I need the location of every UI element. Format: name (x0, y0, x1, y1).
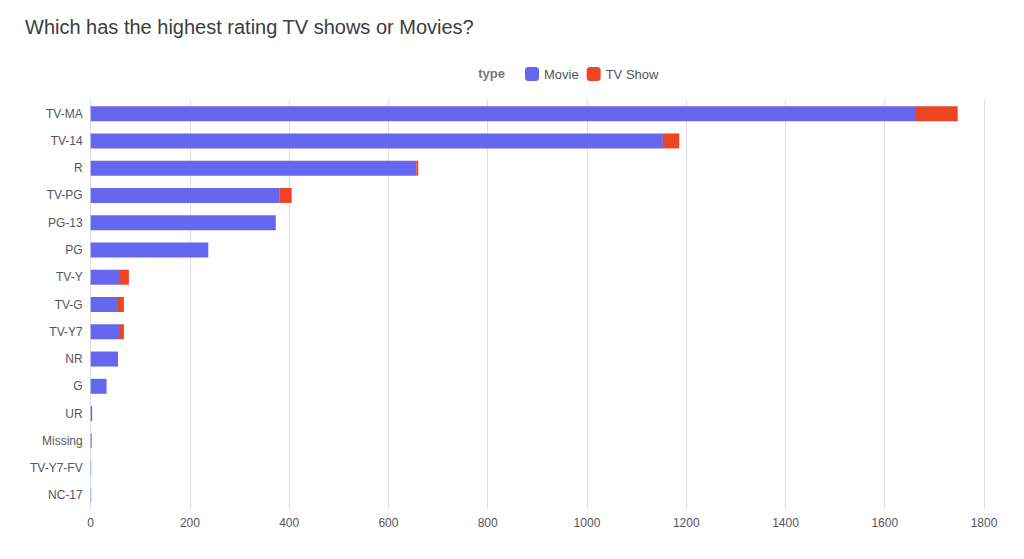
svg-text:NR: NR (65, 352, 83, 366)
svg-text:TV-14: TV-14 (51, 134, 83, 148)
svg-text:TV-PG: TV-PG (47, 188, 83, 202)
svg-text:Which has the highest rating T: Which has the highest rating TV shows or… (25, 16, 474, 38)
svg-text:1200: 1200 (673, 516, 700, 530)
svg-text:200: 200 (180, 516, 200, 530)
svg-text:Missing: Missing (42, 434, 83, 448)
svg-text:800: 800 (478, 516, 498, 530)
svg-text:TV Show: TV Show (606, 67, 659, 82)
svg-text:Movie: Movie (544, 67, 579, 82)
svg-text:TV-Y7: TV-Y7 (49, 325, 83, 339)
svg-text:TV-Y7-FV: TV-Y7-FV (30, 461, 83, 475)
svg-text:NC-17: NC-17 (48, 488, 83, 502)
svg-text:600: 600 (378, 516, 398, 530)
svg-text:PG-13: PG-13 (48, 216, 83, 230)
svg-text:400: 400 (279, 516, 299, 530)
svg-text:1600: 1600 (871, 516, 898, 530)
svg-text:G: G (73, 379, 82, 393)
svg-text:1800: 1800 (971, 516, 998, 530)
svg-text:TV-Y: TV-Y (56, 270, 83, 284)
svg-text:1400: 1400 (772, 516, 799, 530)
svg-text:TV-G: TV-G (55, 298, 83, 312)
svg-text:UR: UR (65, 407, 83, 421)
svg-text:type: type (478, 66, 505, 81)
svg-text:PG: PG (65, 243, 82, 257)
svg-text:R: R (74, 161, 83, 175)
svg-text:1000: 1000 (574, 516, 601, 530)
svg-text:0: 0 (87, 516, 94, 530)
svg-text:TV-MA: TV-MA (46, 107, 83, 121)
